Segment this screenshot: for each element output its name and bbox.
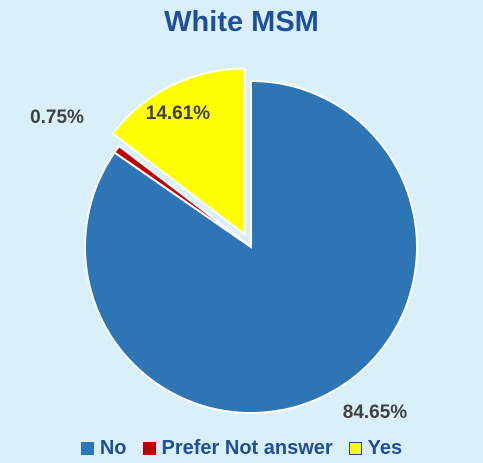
legend: No Prefer Not answer Yes xyxy=(0,437,483,460)
chart-title: White MSM xyxy=(164,6,319,38)
data-label-prefer-not-answer: 0.75% xyxy=(30,107,84,128)
pie-slice-prefer-not-answer xyxy=(113,144,252,248)
legend-label: No xyxy=(99,437,127,459)
pie-slice-yes xyxy=(111,67,246,237)
legend-label: Yes xyxy=(367,437,403,459)
legend-swatch xyxy=(142,442,156,455)
legend-swatch xyxy=(348,442,362,455)
legend-item-yes: Yes xyxy=(348,437,403,460)
legend-label: Prefer Not answer xyxy=(161,437,333,459)
legend-swatch xyxy=(80,442,94,455)
legend-item-no: No xyxy=(80,437,127,460)
data-label-no: 84.65% xyxy=(343,402,408,423)
legend-item-prefer-not-answer: Prefer Not answer xyxy=(142,437,333,460)
data-label-yes: 14.61% xyxy=(146,103,211,124)
